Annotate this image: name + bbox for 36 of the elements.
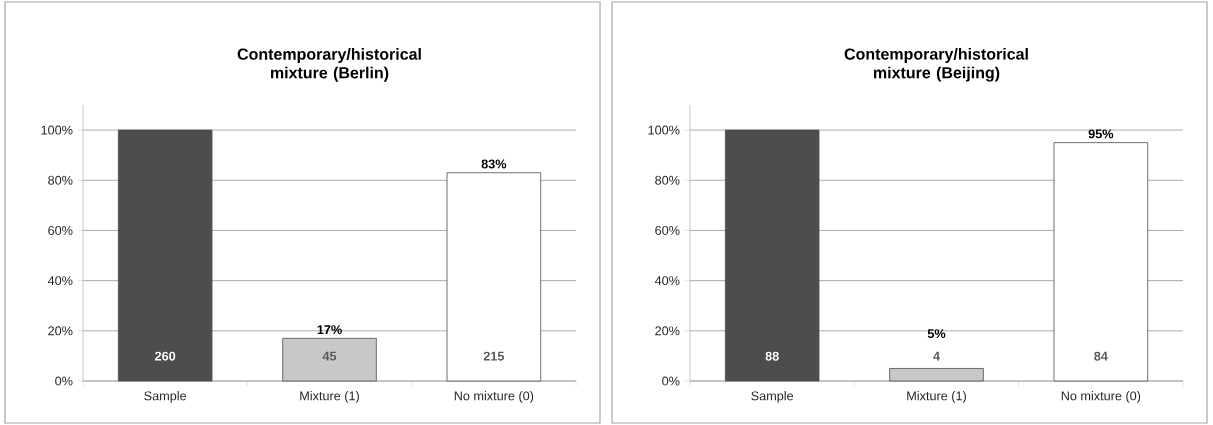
x-tick-label: Sample [751,391,794,403]
bar [1053,142,1149,382]
y-tick-label: 20% [655,326,680,336]
annotation: 84 [1094,351,1108,361]
bar [889,368,984,382]
annotation: 260 [155,351,176,361]
data-label: 5% [927,329,946,339]
x-tick-label: Mixture (1) [300,391,359,403]
bar [724,129,820,382]
y-tick-label: 80% [655,175,680,185]
annotation: 45 [322,351,337,361]
y-tick-label: 100% [648,125,680,135]
bar [282,337,377,382]
chart-title: Contemporary/historical mixture (Beijing) [844,47,1028,82]
annotation: 88 [765,351,779,361]
annotation: 4 [933,351,940,361]
y-tick-label: 40% [654,276,680,286]
y-tick-label: 0% [662,376,680,386]
x-tick-label: Mixture (1) [907,391,966,403]
chart-title: Contemporary/historical mixture (Berlin) [237,48,421,82]
y-tick-label: 100% [41,125,73,135]
y-tick-label: 80% [48,175,73,185]
x-tick-label: No mixture (0) [1061,391,1141,403]
data-label: 17% [317,325,342,335]
y-tick-label: 60% [655,225,680,235]
data-label: 83% [481,159,507,169]
y-tick-label: 60% [48,225,73,235]
x-tick-label: Sample [144,391,187,403]
y-tick-label: 0% [55,376,73,386]
y-tick-label: 40% [47,276,73,286]
bar [446,172,542,382]
x-tick-label: No mixture (0) [454,391,534,403]
data-label: 95% [1088,129,1114,139]
annotation: 215 [483,351,505,361]
y-tick-label: 20% [48,326,73,336]
bar [117,129,213,382]
